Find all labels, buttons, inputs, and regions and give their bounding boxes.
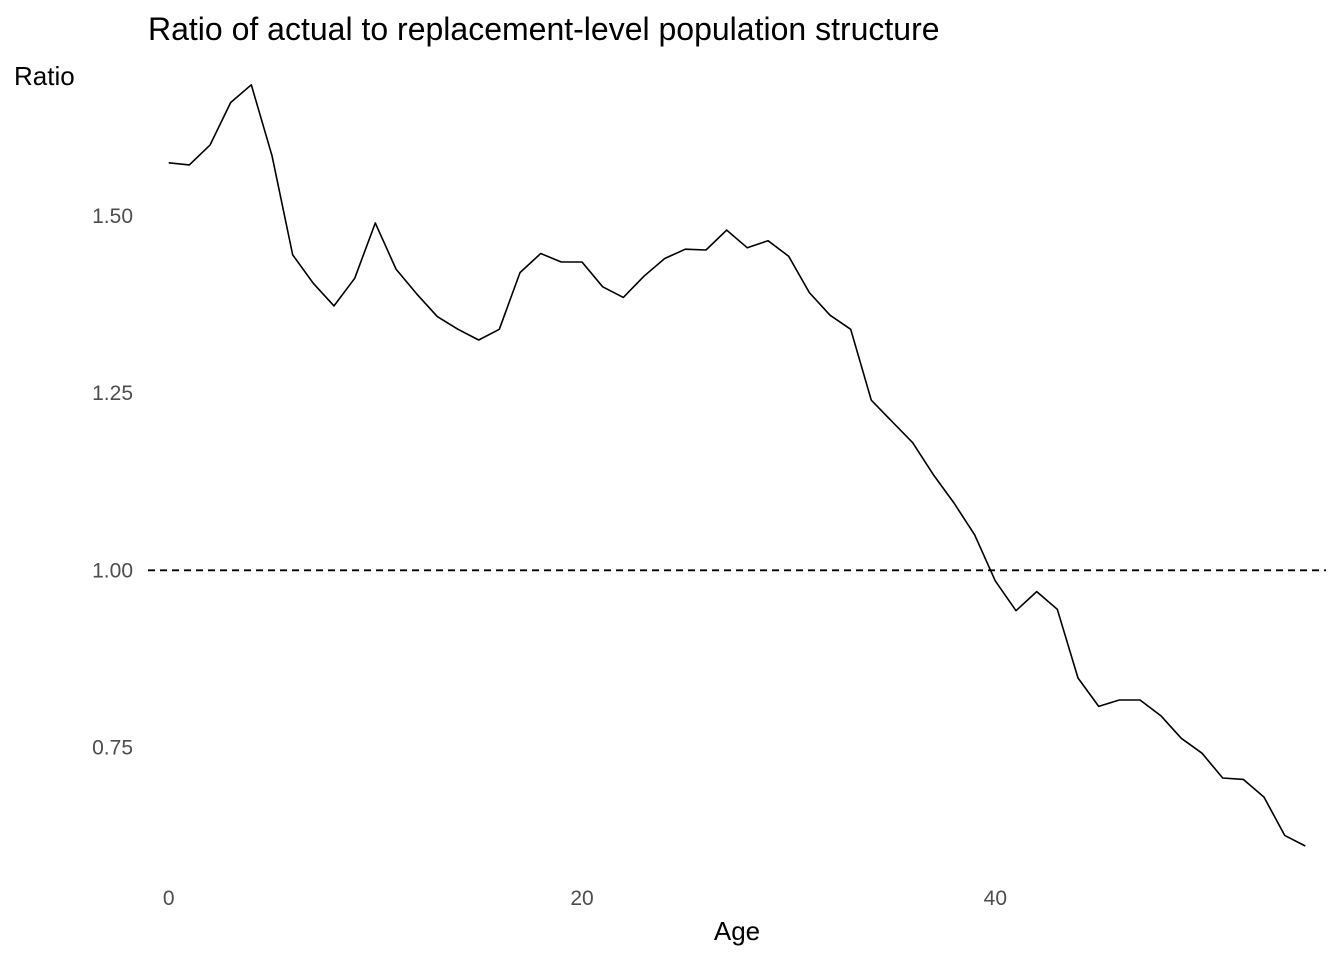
x-tick-label: 20 — [570, 887, 593, 910]
x-axis-label: Age — [714, 916, 760, 946]
y-axis-ticks: 0.75 1.00 1.25 1.50 — [92, 205, 133, 760]
x-tick-label: 0 — [163, 887, 175, 910]
y-axis-label: Ratio — [14, 61, 75, 91]
y-tick-label: 0.75 — [92, 737, 133, 760]
y-tick-label: 1.50 — [92, 205, 133, 228]
x-tick-label: 40 — [984, 887, 1007, 910]
chart-title: Ratio of actual to replacement-level pop… — [148, 11, 940, 47]
series-line — [168, 84, 1306, 847]
x-axis-ticks: 0 20 40 — [163, 887, 1007, 910]
y-tick-label: 1.00 — [92, 559, 133, 582]
y-tick-label: 1.25 — [92, 382, 133, 405]
